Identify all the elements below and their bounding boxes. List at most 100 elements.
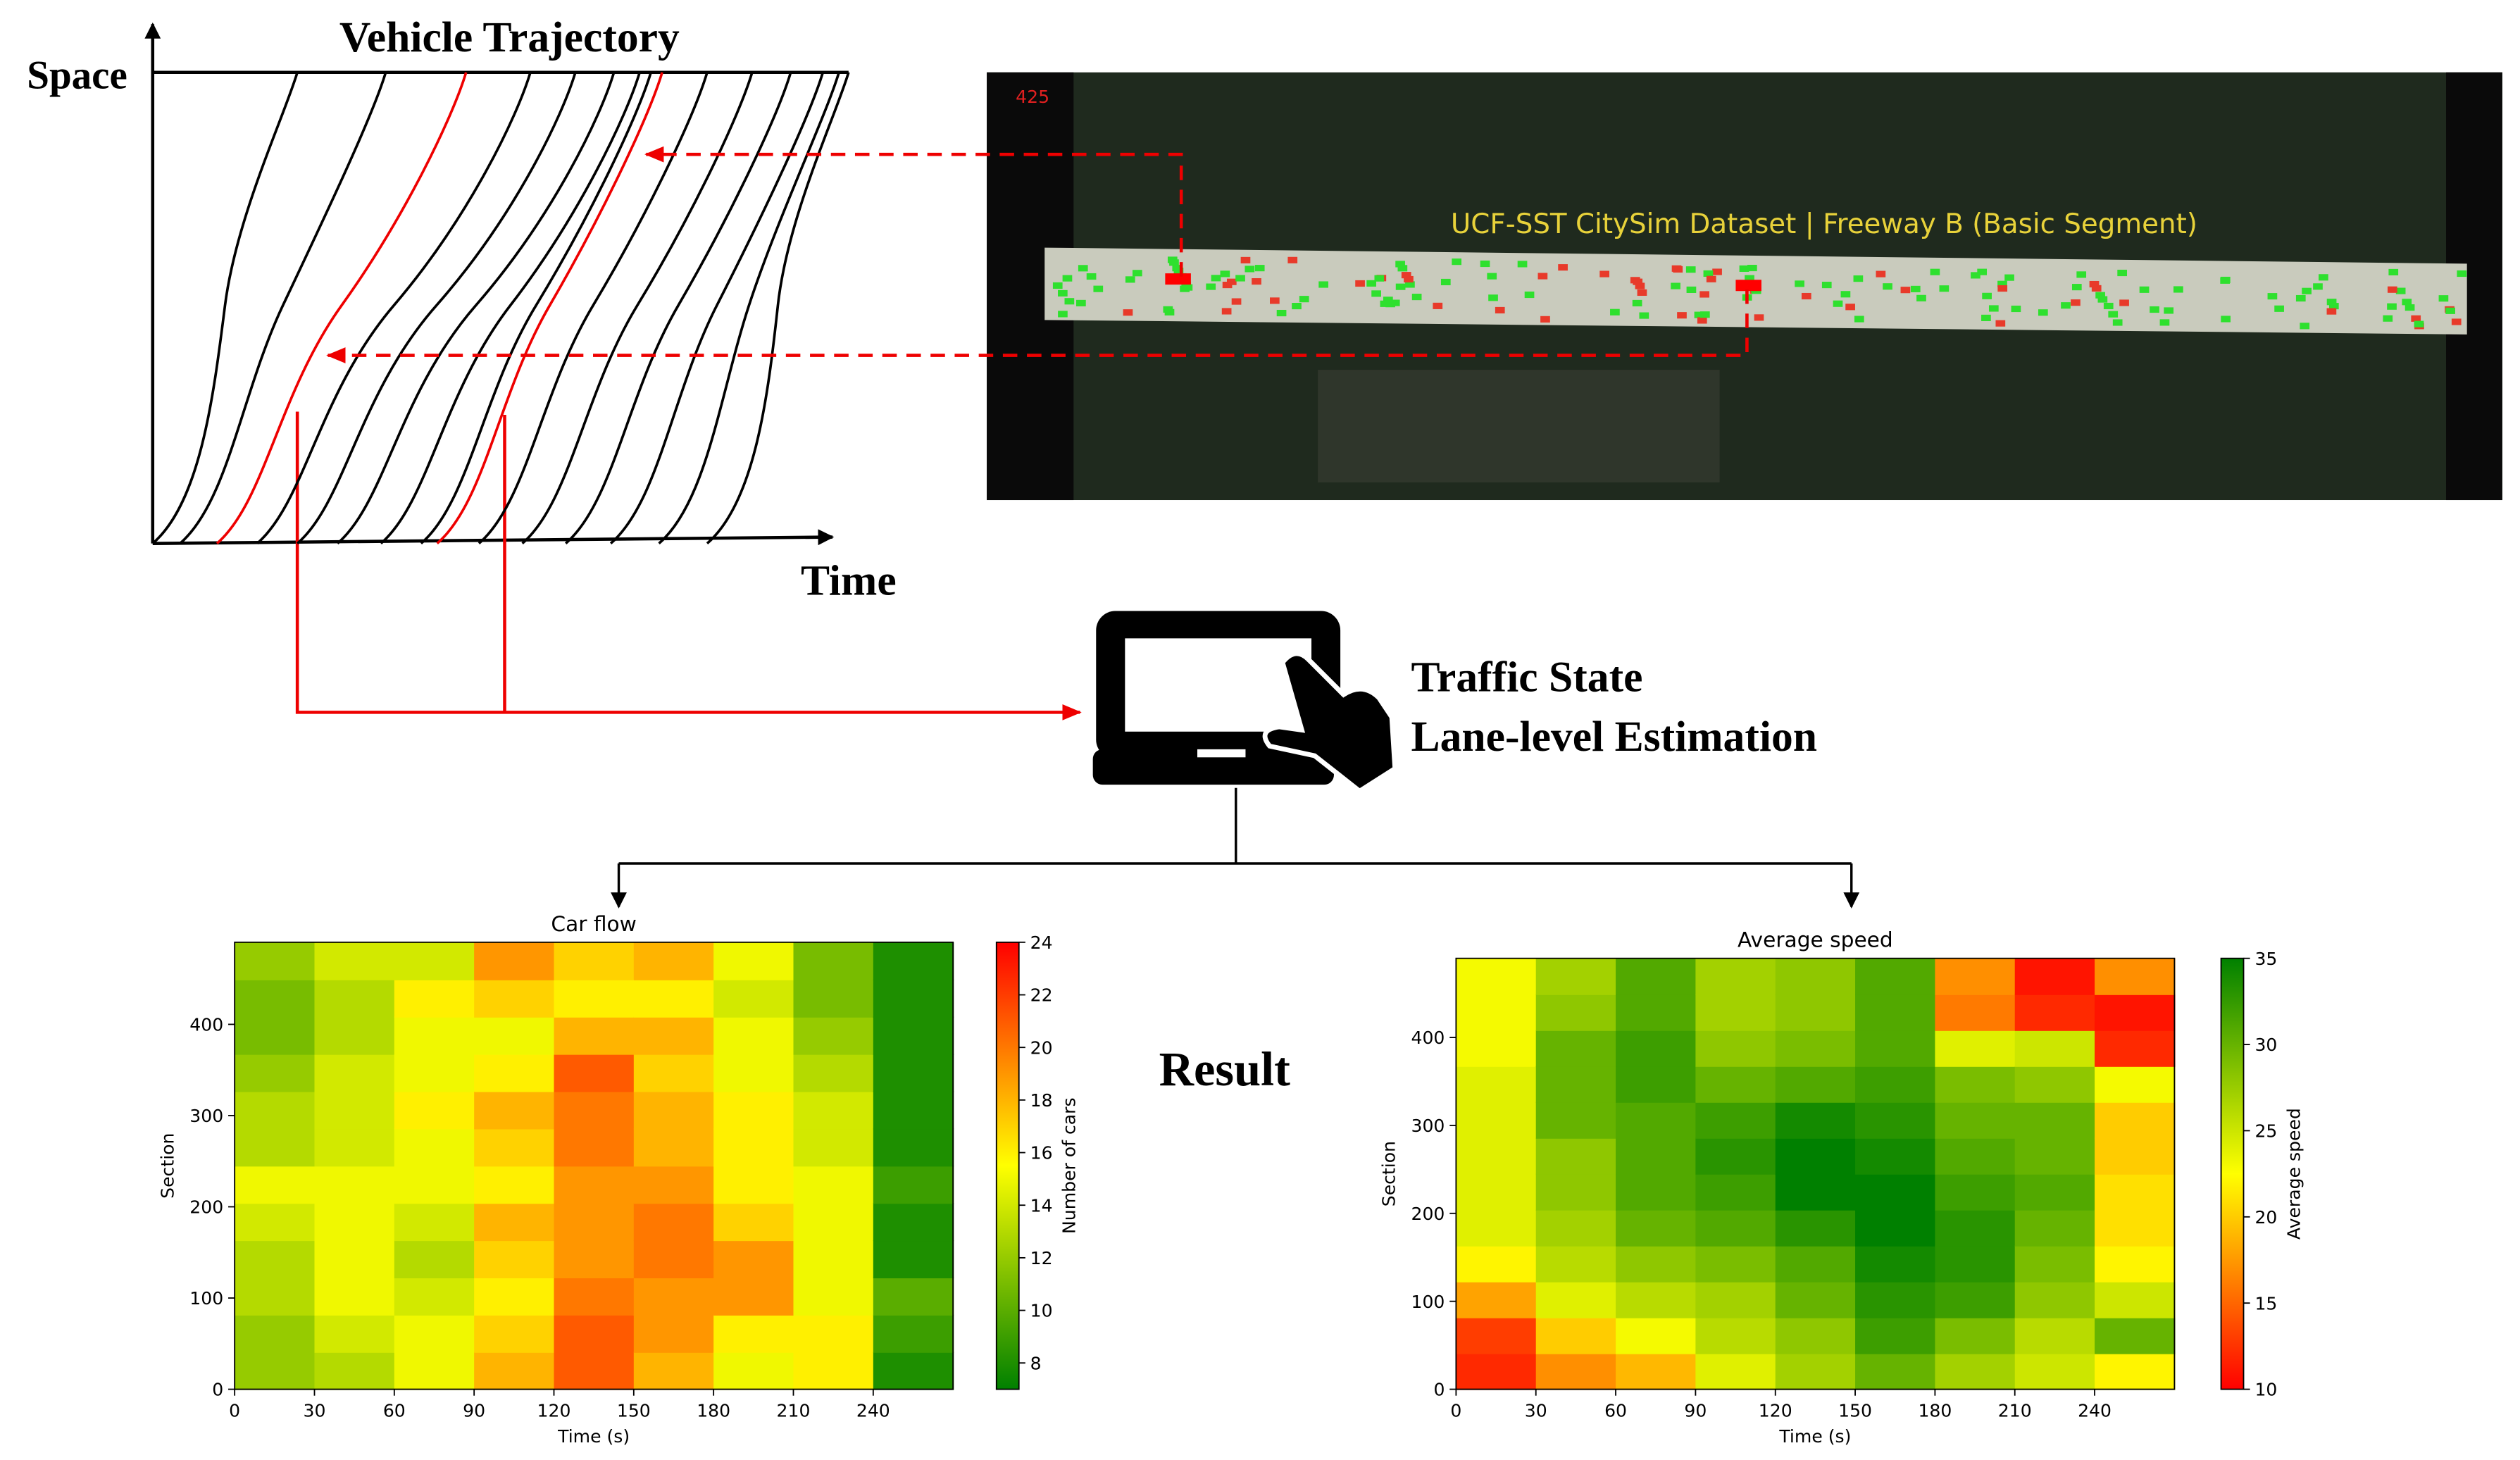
car (1076, 299, 1086, 306)
car (1287, 256, 1298, 263)
heatmap-title: Average speed (1738, 928, 1893, 952)
car (1876, 270, 1886, 277)
laptop-notch (1197, 749, 1246, 758)
heatmap-cell (394, 1203, 475, 1242)
x-tick-label: 180 (697, 1400, 730, 1421)
time-axis (152, 529, 835, 546)
car (1086, 273, 1097, 280)
tree-line (618, 787, 1852, 865)
car (2302, 287, 2312, 294)
car (2319, 274, 2328, 281)
colorbar-tick-label: 8 (1030, 1353, 1042, 1373)
car (1383, 297, 1393, 304)
car (2300, 323, 2310, 330)
heatmap-cell (633, 942, 715, 980)
car (1540, 316, 1550, 323)
car (2095, 292, 2105, 299)
car (1982, 292, 1992, 299)
car (1164, 308, 1175, 316)
trajectory (151, 72, 299, 545)
car (2387, 303, 2397, 310)
car (1745, 275, 1754, 282)
heatmap-cell (1775, 1353, 1857, 1390)
heatmap-cell (633, 1091, 715, 1130)
x-axis-label: Time (s) (1778, 1426, 1851, 1447)
car (1495, 306, 1505, 314)
car (2457, 270, 2467, 277)
y-axis-label: Section (157, 1133, 177, 1199)
heatmap-cell (1535, 958, 1617, 995)
car (2221, 316, 2231, 323)
car (1677, 312, 1687, 319)
car (1610, 308, 1620, 316)
car (1371, 290, 1381, 297)
heatmap-cell (873, 1091, 954, 1130)
car (2004, 274, 2014, 281)
heatmap-cell (1535, 994, 1617, 1031)
heatmap-cell (314, 1016, 395, 1055)
car (1206, 283, 1216, 290)
heatmap-cell (394, 942, 475, 980)
heatmap-title: Car flow (551, 911, 637, 936)
car (2387, 286, 2397, 293)
heatmap-cell (633, 1240, 715, 1279)
heatmap-cell (2095, 1245, 2176, 1283)
heatmap-cell (1935, 1209, 2016, 1247)
trajectory (380, 72, 641, 545)
heatmap-cell (1935, 1102, 2016, 1139)
car (1821, 282, 1832, 289)
heatmap-cell (1855, 958, 1936, 995)
car (1235, 275, 1245, 282)
heatmap-cell (1775, 1209, 1857, 1247)
heatmap-cell (2095, 1030, 2176, 1067)
colorbar-label: Number of cars (1059, 1097, 1080, 1234)
heatmap-cell (394, 1091, 475, 1130)
result-label: Result (1159, 1042, 1291, 1096)
heatmap-cell (474, 1166, 555, 1204)
car (1411, 294, 1422, 301)
heatmap-cell (1935, 1245, 2016, 1283)
heatmap-cell (1616, 1353, 1697, 1390)
heatmap-cell (2014, 1281, 2096, 1318)
colorbar-tick-label: 22 (1030, 985, 1053, 1006)
car (2404, 304, 2415, 311)
colorbar-tick-label: 14 (1030, 1195, 1053, 1216)
heatmap-cell (793, 1016, 874, 1055)
heatmap-cell (1855, 1281, 1936, 1318)
heatmap-cell (1695, 958, 1776, 995)
heatmap-cell (554, 1054, 635, 1092)
heatmap-cell (2095, 994, 2176, 1031)
trajectory (609, 72, 825, 545)
heatmap-cell (235, 1016, 316, 1055)
car (1833, 300, 1843, 307)
car (2411, 315, 2421, 322)
space-label: Space (27, 54, 127, 98)
car (2328, 303, 2339, 310)
heatmap-cell (1935, 994, 2016, 1031)
y-tick-label: 300 (1411, 1116, 1445, 1136)
heatmap-cell (1535, 1173, 1617, 1211)
y-tick-label: 0 (1433, 1380, 1445, 1400)
colorbar-tick-label: 25 (2254, 1121, 2277, 1142)
car (1058, 289, 1068, 297)
heatmap-cell (554, 1203, 635, 1242)
car (1706, 275, 1716, 282)
heatmap-cell (1775, 1317, 1857, 1354)
car (1064, 298, 1075, 305)
car (1220, 270, 1230, 277)
trajectory (296, 72, 577, 545)
car (1997, 285, 2008, 292)
heatmap-cell (474, 1240, 555, 1279)
heatmap-cell (1935, 1137, 2016, 1175)
heatmap-cell (1456, 1281, 1537, 1318)
heatmap-cell (1775, 1030, 1857, 1067)
x-tick-label: 180 (1918, 1400, 1952, 1421)
heatmap-cell (1775, 1102, 1857, 1139)
car (1939, 285, 1950, 292)
car (1374, 275, 1385, 282)
frame-number: 425 (1016, 87, 1049, 107)
car (1270, 297, 1280, 304)
y-tick-label: 100 (189, 1288, 223, 1309)
heatmap-cell (713, 1277, 794, 1316)
car (2388, 268, 2399, 276)
